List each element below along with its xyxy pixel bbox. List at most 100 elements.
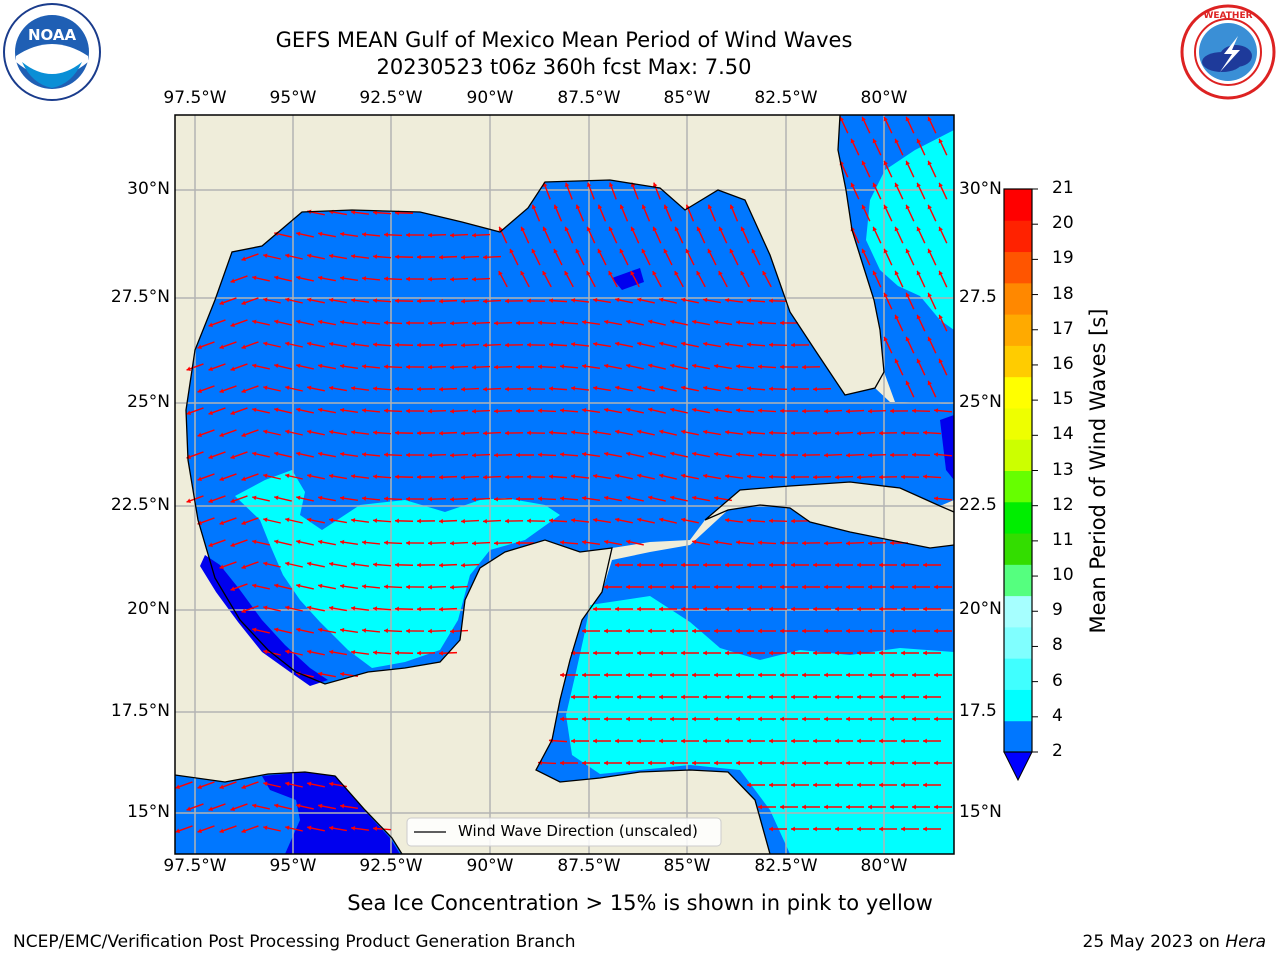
wind-wave-arrow xyxy=(901,650,919,656)
wind-wave-arrow xyxy=(900,430,920,436)
wind-wave-arrow xyxy=(912,716,930,722)
wind-wave-arrow xyxy=(372,826,392,831)
wind-wave-arrow xyxy=(493,364,513,370)
wind-wave-arrow xyxy=(350,826,370,831)
wind-wave-arrow xyxy=(927,292,937,310)
colorbar-tick-label: 8 xyxy=(1052,635,1063,656)
colorbar-tick-label: 6 xyxy=(1052,670,1063,691)
wind-wave-arrow xyxy=(758,804,776,810)
wind-wave-arrow xyxy=(703,606,721,612)
wind-wave-arrow xyxy=(460,518,480,524)
wind-wave-arrow xyxy=(307,297,325,304)
wind-wave-arrow xyxy=(504,298,524,304)
wind-wave-arrow xyxy=(296,627,314,634)
wind-wave-arrow xyxy=(927,160,937,178)
wind-wave-arrow xyxy=(663,204,673,222)
wind-wave-arrow xyxy=(449,496,469,502)
wind-wave-arrow xyxy=(537,364,557,370)
wind-wave-arrow xyxy=(747,782,765,788)
wind-wave-arrow xyxy=(868,716,886,722)
wind-wave-arrow xyxy=(581,363,601,369)
wind-wave-arrow xyxy=(626,628,644,634)
wind-wave-arrow xyxy=(570,342,590,347)
wind-wave-arrow xyxy=(714,319,732,326)
wind-wave-arrow xyxy=(757,364,777,370)
wind-wave-arrow xyxy=(637,650,655,656)
wind-wave-arrow xyxy=(927,380,937,398)
wind-wave-arrow xyxy=(263,605,281,612)
wind-wave-arrow xyxy=(890,760,908,766)
wind-wave-arrow xyxy=(681,429,699,436)
wind-wave-arrow xyxy=(861,160,871,178)
wind-wave-arrow xyxy=(670,451,688,458)
wind-wave-arrow xyxy=(779,408,799,414)
wind-wave-arrow xyxy=(703,738,721,744)
wind-wave-arrow xyxy=(938,358,948,376)
wind-wave-arrow xyxy=(681,341,699,348)
wind-wave-arrow xyxy=(263,781,281,788)
wind-wave-arrow xyxy=(361,628,381,633)
colorbar-tick-label: 10 xyxy=(1052,565,1074,586)
wind-wave-arrow xyxy=(394,430,414,436)
wind-wave-arrow xyxy=(339,407,359,414)
wind-wave-arrow xyxy=(861,116,871,134)
wind-wave-arrow xyxy=(659,650,677,656)
map-title: GEFS MEAN Gulf of Mexico Mean Period of … xyxy=(275,28,853,52)
colorbar-tick-label: 15 xyxy=(1052,389,1074,410)
wind-wave-arrow xyxy=(670,760,688,766)
wind-wave-arrow xyxy=(714,672,732,678)
wind-wave-arrow xyxy=(626,319,644,326)
wind-wave-arrow xyxy=(626,539,644,546)
latitude-tick-label: 30°N xyxy=(959,179,1002,199)
wind-wave-arrow xyxy=(318,319,336,326)
wind-wave-arrow xyxy=(846,672,864,678)
wind-wave-arrow xyxy=(274,363,292,370)
wind-wave-arrow xyxy=(901,738,919,744)
wind-wave-arrow xyxy=(449,232,469,238)
wind-wave-arrow xyxy=(498,270,508,288)
wind-wave-arrow xyxy=(285,781,303,788)
wind-wave-arrow xyxy=(938,270,948,288)
wind-wave-arrow xyxy=(681,473,699,480)
date-line: 25 May 2023 on Hera xyxy=(1083,932,1267,952)
longitude-tick-label: 80°W xyxy=(860,856,908,876)
wind-wave-arrow xyxy=(845,452,865,458)
wind-wave-arrow xyxy=(769,782,787,788)
wind-wave-arrow xyxy=(839,116,849,134)
wind-wave-arrow xyxy=(768,298,788,304)
wind-wave-arrow xyxy=(383,320,403,326)
wind-wave-arrow xyxy=(652,270,662,288)
wind-wave-arrow xyxy=(725,650,743,656)
wind-wave-arrow xyxy=(905,116,915,134)
wind-wave-arrow xyxy=(927,336,937,354)
wind-wave-arrow xyxy=(790,430,810,436)
wind-wave-arrow xyxy=(560,716,578,722)
wind-wave-arrow xyxy=(779,540,799,546)
wind-wave-arrow xyxy=(718,226,728,244)
wind-wave-arrow xyxy=(751,248,761,266)
wind-wave-arrow xyxy=(394,606,414,612)
wind-wave-arrow xyxy=(779,320,799,326)
wind-wave-arrow xyxy=(350,474,370,479)
wind-wave-arrow xyxy=(252,803,270,810)
wind-wave-arrow xyxy=(692,584,710,590)
wind-wave-arrow xyxy=(208,407,226,415)
wind-wave-arrow xyxy=(626,760,644,766)
wind-wave-arrow xyxy=(350,386,370,391)
wind-wave-arrow xyxy=(241,341,259,349)
wind-wave-arrow xyxy=(890,628,908,634)
wind-wave-arrow xyxy=(901,782,919,788)
wind-wave-arrow xyxy=(681,385,699,392)
wind-wave-arrow xyxy=(652,226,662,244)
wind-wave-arrow xyxy=(329,385,347,392)
wind-wave-arrow xyxy=(619,204,629,222)
wind-wave-arrow xyxy=(493,320,513,326)
wind-wave-arrow xyxy=(659,385,677,392)
wind-wave-arrow xyxy=(696,270,706,288)
longitude-tick-label: 85°W xyxy=(663,856,711,876)
longitude-tick-label: 80°W xyxy=(860,88,908,108)
wind-wave-arrow xyxy=(725,606,743,612)
wind-wave-arrow xyxy=(593,473,611,480)
wind-wave-arrow xyxy=(263,473,281,480)
wind-wave-arrow xyxy=(471,320,491,326)
